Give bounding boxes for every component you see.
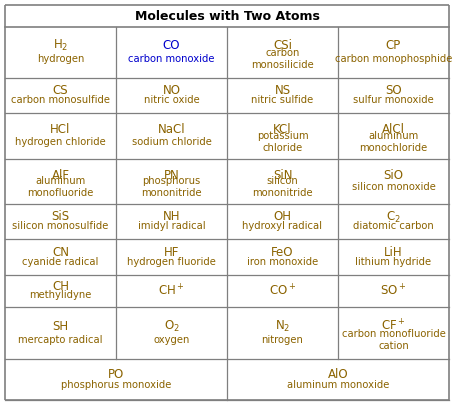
Text: SiS: SiS: [51, 211, 69, 224]
Text: diatomic carbon: diatomic carbon: [353, 221, 434, 231]
Text: silicon
mononitride: silicon mononitride: [252, 176, 313, 198]
Text: N$_2$: N$_2$: [275, 319, 290, 334]
Text: AlCl: AlCl: [382, 124, 405, 136]
Text: nitrogen: nitrogen: [262, 335, 303, 345]
Text: LiH: LiH: [384, 246, 403, 259]
Text: NaCl: NaCl: [158, 124, 185, 136]
Text: CSi: CSi: [273, 39, 292, 52]
Text: O$_2$: O$_2$: [163, 319, 179, 334]
Text: sulfur monoxide: sulfur monoxide: [353, 95, 434, 105]
Text: Molecules with Two Atoms: Molecules with Two Atoms: [134, 9, 320, 23]
Text: CF$^+$: CF$^+$: [381, 319, 406, 334]
Text: HF: HF: [164, 246, 179, 259]
Text: CH$^+$: CH$^+$: [158, 284, 185, 299]
Text: SiO: SiO: [384, 169, 404, 182]
Text: KCl: KCl: [273, 124, 292, 136]
Text: SO$^+$: SO$^+$: [380, 284, 407, 299]
Text: silicon monoxide: silicon monoxide: [351, 182, 435, 192]
Text: carbon monosulfide: carbon monosulfide: [11, 95, 110, 105]
Text: PN: PN: [163, 169, 179, 182]
Text: CP: CP: [386, 39, 401, 52]
Text: hydrogen chloride: hydrogen chloride: [15, 137, 106, 147]
Text: hydrogen: hydrogen: [37, 54, 84, 64]
Text: AlO: AlO: [328, 368, 348, 381]
Text: PO: PO: [108, 368, 124, 381]
Text: aluminum monoxide: aluminum monoxide: [287, 380, 389, 390]
Text: phosphorus monoxide: phosphorus monoxide: [61, 380, 171, 390]
Text: hydroxyl radical: hydroxyl radical: [242, 221, 322, 231]
Text: SH: SH: [53, 320, 69, 333]
Text: carbon monophosphide: carbon monophosphide: [335, 54, 452, 64]
Text: mercapto radical: mercapto radical: [18, 335, 103, 345]
Text: imidyl radical: imidyl radical: [138, 221, 205, 231]
Text: FeO: FeO: [271, 246, 294, 259]
Text: CH: CH: [52, 280, 69, 293]
Text: sodium chloride: sodium chloride: [132, 137, 212, 147]
Text: NH: NH: [163, 211, 180, 224]
Text: H$_2$: H$_2$: [53, 38, 68, 53]
Text: CN: CN: [52, 246, 69, 259]
Text: SiN: SiN: [273, 169, 292, 182]
Text: nitric oxide: nitric oxide: [143, 95, 199, 105]
Text: CO: CO: [163, 39, 180, 52]
Text: CO$^+$: CO$^+$: [269, 284, 296, 299]
Text: nitric sulfide: nitric sulfide: [252, 95, 314, 105]
Text: methylidyne: methylidyne: [30, 290, 92, 301]
Text: C$_2$: C$_2$: [386, 209, 401, 224]
Text: CS: CS: [53, 84, 68, 97]
Text: aluminum
monofluoride: aluminum monofluoride: [27, 176, 94, 198]
Text: silicon monosulfide: silicon monosulfide: [12, 221, 109, 231]
Text: HCl: HCl: [50, 124, 71, 136]
Text: AlF: AlF: [51, 169, 69, 182]
Text: carbon
monosilicide: carbon monosilicide: [251, 48, 314, 70]
Text: phosphorus
mononitride: phosphorus mononitride: [141, 176, 202, 198]
Text: lithium hydride: lithium hydride: [355, 257, 432, 267]
Text: OH: OH: [273, 211, 291, 224]
Text: oxygen: oxygen: [153, 335, 190, 345]
Text: carbon monofluoride
cation: carbon monofluoride cation: [341, 329, 445, 351]
Text: cyanide radical: cyanide radical: [22, 257, 99, 267]
Text: SO: SO: [385, 84, 402, 97]
Text: hydrogen fluoride: hydrogen fluoride: [127, 257, 216, 267]
Text: potassium
chloride: potassium chloride: [257, 131, 308, 153]
Text: carbon monoxide: carbon monoxide: [128, 54, 215, 64]
Text: iron monoxide: iron monoxide: [247, 257, 318, 267]
Text: NO: NO: [163, 84, 181, 97]
Text: NS: NS: [274, 84, 291, 97]
Text: aluminum
monochloride: aluminum monochloride: [360, 131, 428, 153]
